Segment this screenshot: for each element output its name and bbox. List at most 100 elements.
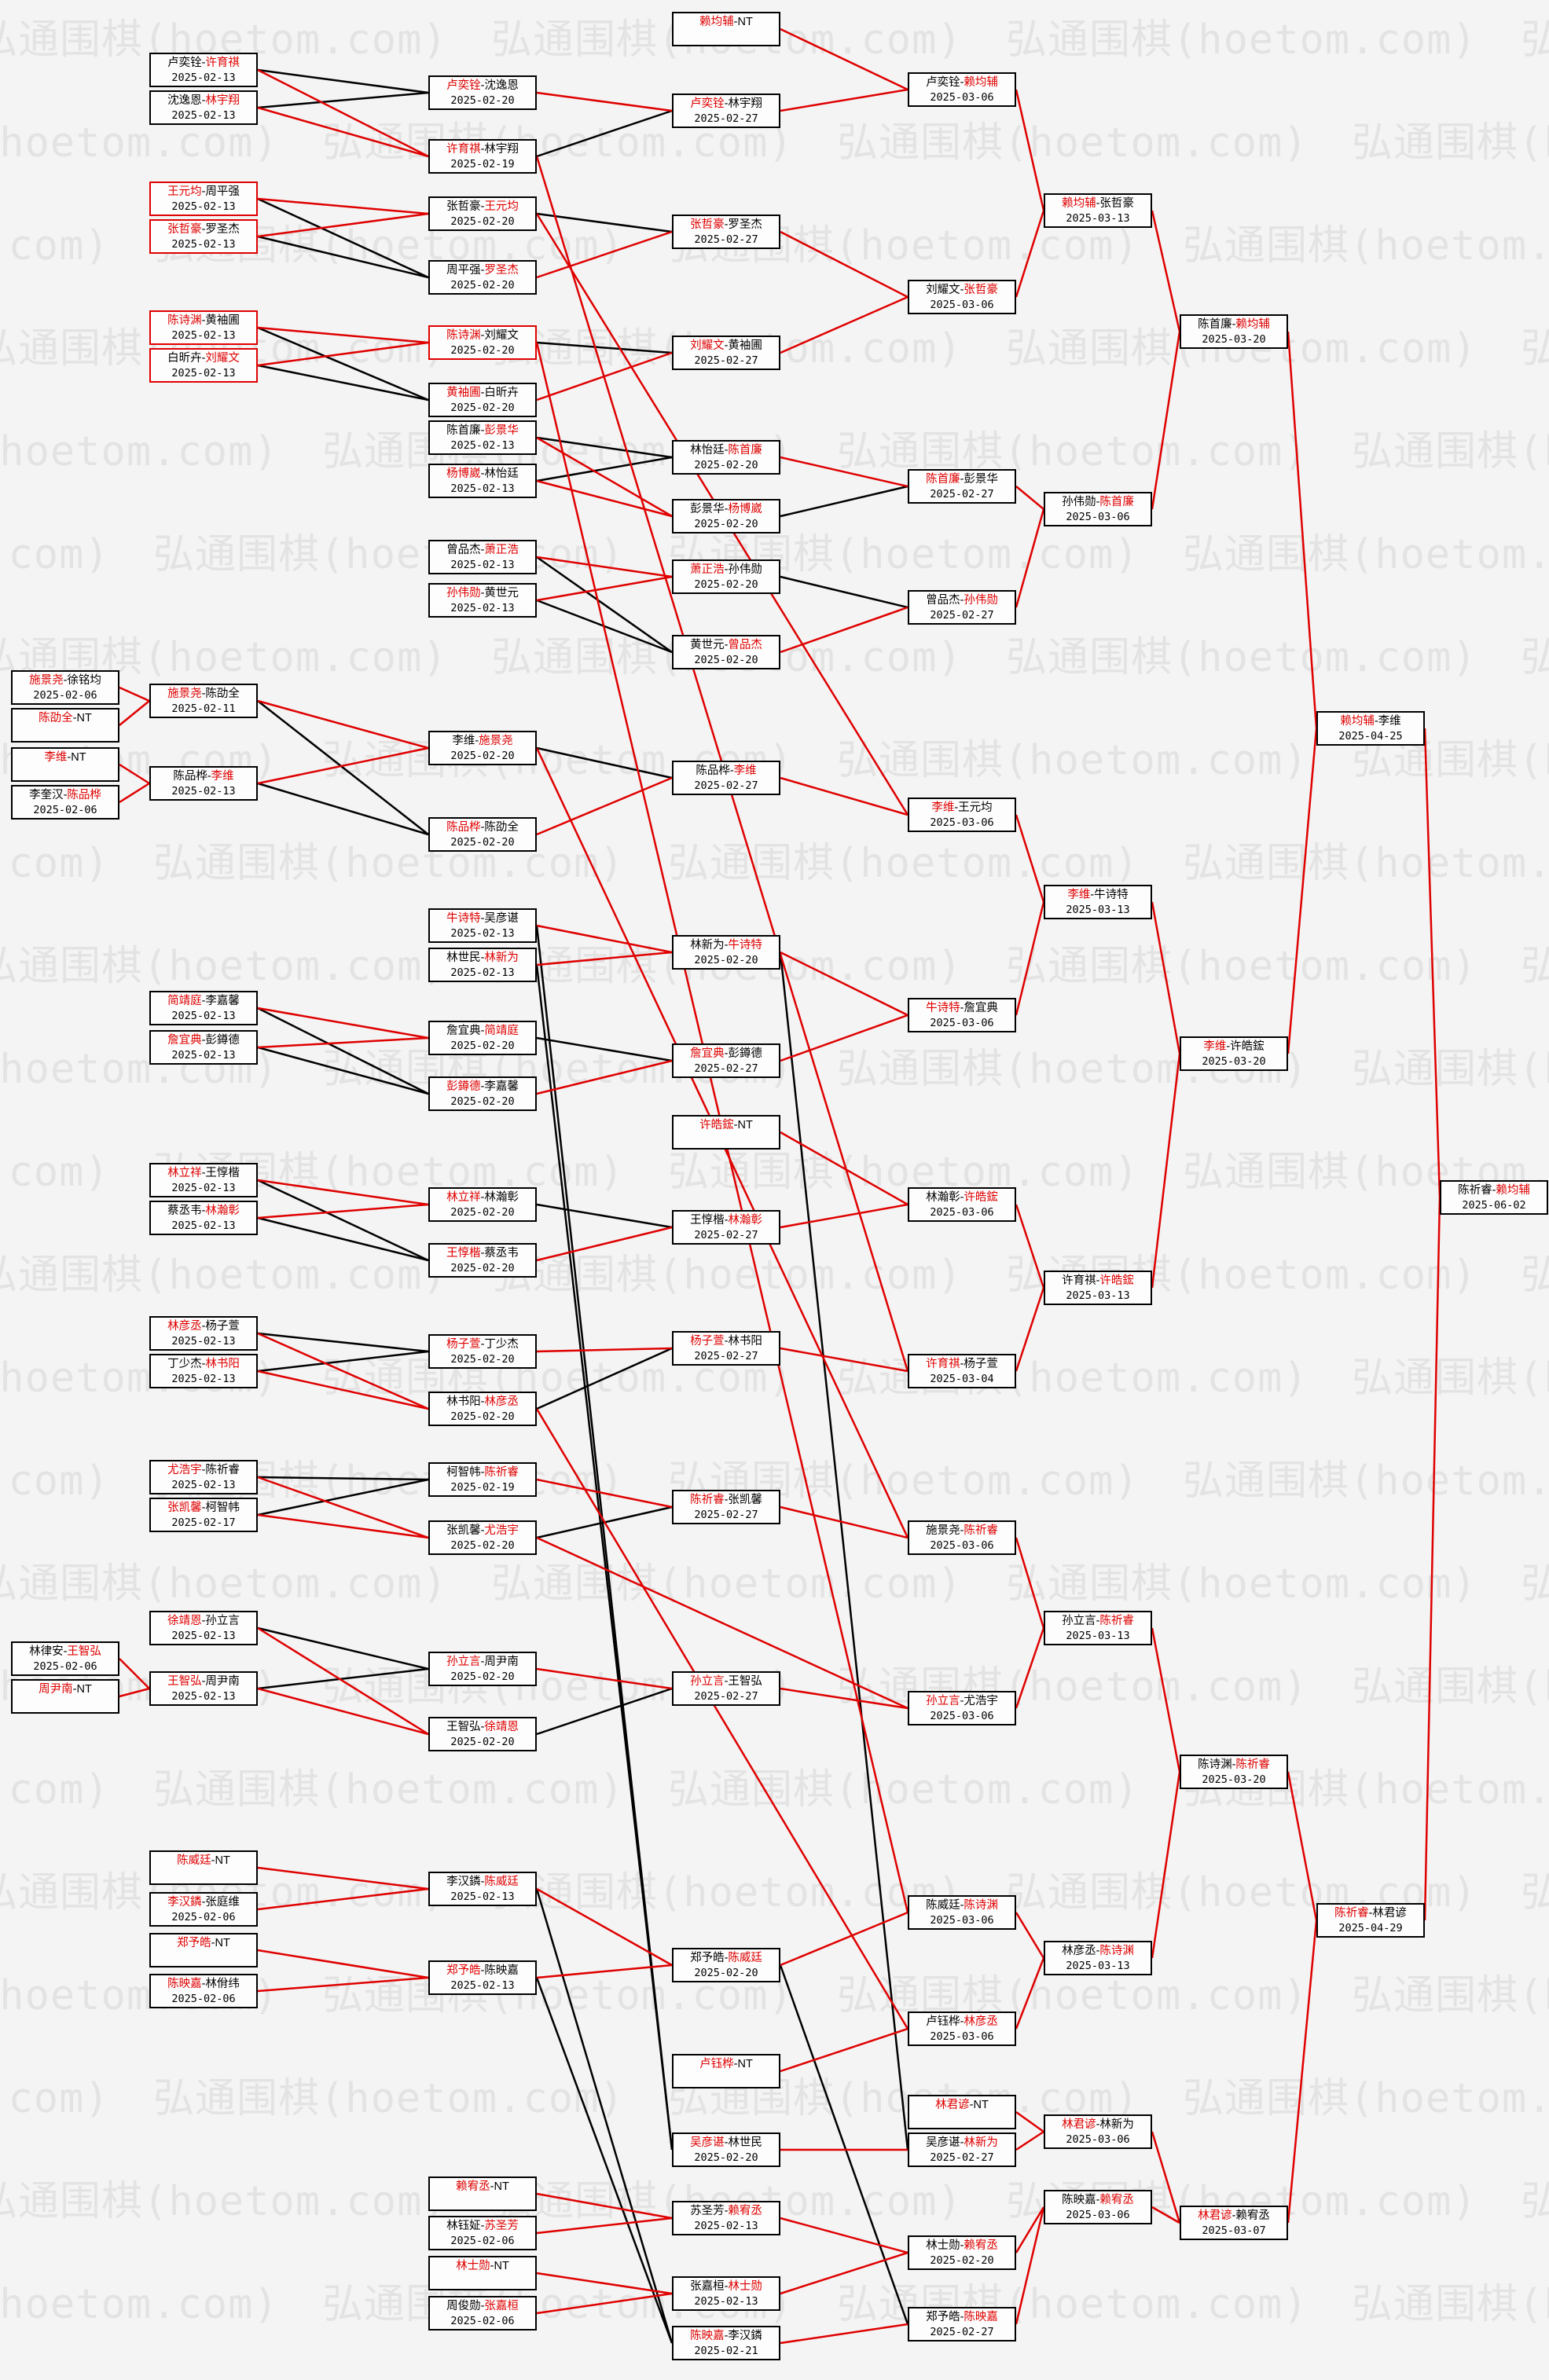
match-node[interactable]: 李汉鏻-陈威廷 2025-02-13 bbox=[428, 1872, 537, 1906]
match-node[interactable]: 陈品桦-陈劭全 2025-02-20 bbox=[428, 817, 537, 852]
match-node[interactable]: 许育祺-林宇翔 2025-02-19 bbox=[428, 139, 537, 174]
match-node[interactable]: 陈诗渊-黄袖圃 2025-02-13 bbox=[149, 310, 258, 345]
match-node[interactable]: 卢钰桦-NT bbox=[672, 2054, 780, 2088]
match-node[interactable]: 陈祈睿-张凯馨 2025-02-27 bbox=[672, 1490, 780, 1524]
match-node[interactable]: 詹宜典-彭鐏德 2025-02-27 bbox=[672, 1043, 780, 1078]
match-node[interactable]: 尤浩宇-陈祈睿 2025-02-13 bbox=[149, 1460, 258, 1494]
match-node[interactable]: 曾品杰-萧正浩 2025-02-13 bbox=[428, 540, 537, 574]
match-node[interactable]: 林怡廷-陈首廉 2025-02-20 bbox=[672, 440, 780, 475]
match-node[interactable]: 柯智帏-陈祈睿 2025-02-19 bbox=[428, 1462, 537, 1497]
match-node[interactable]: 詹宜典-彭鐏德 2025-02-13 bbox=[149, 1030, 258, 1065]
match-node[interactable]: 萧正浩-孙伟勋 2025-02-20 bbox=[672, 559, 780, 594]
match-node[interactable]: 许育祺-许皓鋐 2025-03-13 bbox=[1044, 1271, 1152, 1305]
match-node[interactable]: 郑予皓-陈映嘉 2025-02-27 bbox=[908, 2307, 1016, 2341]
match-node[interactable]: 林立祥-林瀚彰 2025-02-20 bbox=[428, 1187, 537, 1222]
match-node[interactable]: 王惇楷-蔡丞韦 2025-02-20 bbox=[428, 1243, 537, 1278]
match-node[interactable]: 王智弘-周尹南 2025-02-13 bbox=[149, 1671, 258, 1706]
match-node[interactable]: 赖均辅-张哲豪 2025-03-13 bbox=[1044, 193, 1152, 228]
match-node[interactable]: 卢奕铨-赖均辅 2025-03-06 bbox=[908, 72, 1016, 107]
match-node[interactable]: 卢奕铨-沈逸恩 2025-02-20 bbox=[428, 75, 537, 110]
match-node[interactable]: 陈品桦-李维 2025-02-27 bbox=[672, 761, 780, 795]
match-node[interactable]: 林彦丞-陈诗渊 2025-03-13 bbox=[1044, 1941, 1152, 1975]
match-node[interactable]: 施景尧-陈劭全 2025-02-11 bbox=[149, 684, 258, 718]
match-node[interactable]: 王元均-周平强 2025-02-13 bbox=[149, 182, 258, 216]
match-node[interactable]: 杨子萱-林书阳 2025-02-27 bbox=[672, 1331, 780, 1366]
match-node[interactable]: 蔡丞韦-林瀚彰 2025-02-13 bbox=[149, 1201, 258, 1235]
match-node[interactable]: 孙伟勋-黄世元 2025-02-13 bbox=[428, 583, 537, 618]
match-node[interactable]: 简靖庭-李嘉馨 2025-02-13 bbox=[149, 991, 258, 1025]
match-node[interactable]: 施景尧-陈祈睿 2025-03-06 bbox=[908, 1520, 1016, 1555]
match-node[interactable]: 陈诗渊-陈祈睿 2025-03-20 bbox=[1180, 1755, 1288, 1789]
match-node[interactable]: 刘耀文-黄袖圃 2025-02-27 bbox=[672, 336, 780, 370]
match-node[interactable]: 牛诗特-詹宜典 2025-03-06 bbox=[908, 998, 1016, 1032]
match-node[interactable]: 赖均辅-李维 2025-04-25 bbox=[1316, 711, 1425, 746]
match-node[interactable]: 林彦丞-杨子萱 2025-02-13 bbox=[149, 1316, 258, 1351]
match-node[interactable]: 王惇楷-林瀚彰 2025-02-27 bbox=[672, 1210, 780, 1245]
match-node[interactable]: 许育祺-杨子萱 2025-03-04 bbox=[908, 1354, 1016, 1388]
match-node[interactable]: 詹宜典-简靖庭 2025-02-20 bbox=[428, 1021, 537, 1055]
match-node[interactable]: 李维-NT bbox=[11, 747, 119, 782]
match-node[interactable]: 周平强-罗圣杰 2025-02-20 bbox=[428, 260, 537, 295]
match-node[interactable]: 林钰姃-苏圣芳 2025-02-06 bbox=[428, 2216, 537, 2250]
match-node[interactable]: 彭景华-杨博崴 2025-02-20 bbox=[672, 499, 780, 534]
match-node[interactable]: 陈劭全-NT bbox=[11, 708, 119, 743]
match-node[interactable]: 白昕卉-刘耀文 2025-02-13 bbox=[149, 348, 258, 383]
match-node[interactable]: 牛诗特-吴彦谌 2025-02-13 bbox=[428, 908, 537, 943]
match-node[interactable]: 张凯馨-尤浩宇 2025-02-20 bbox=[428, 1520, 537, 1555]
match-node[interactable]: 陈映嘉-林佾纬 2025-02-06 bbox=[149, 1974, 258, 2008]
match-node[interactable]: 郑予皓-陈映嘉 2025-02-13 bbox=[428, 1960, 537, 1995]
match-node[interactable]: 李维-施景尧 2025-02-20 bbox=[428, 731, 537, 765]
match-node[interactable]: 赖宥丞-NT bbox=[428, 2176, 537, 2211]
match-node[interactable]: 卢钰桦-林彦丞 2025-03-06 bbox=[908, 2011, 1016, 2046]
match-node[interactable]: 陈首廉-赖均辅 2025-03-20 bbox=[1180, 314, 1288, 349]
match-node[interactable]: 林君谚-赖宥丞 2025-03-07 bbox=[1180, 2206, 1288, 2240]
match-node[interactable]: 陈诗渊-刘耀文 2025-02-20 bbox=[428, 325, 537, 360]
match-node[interactable]: 郑予皓-陈威廷 2025-02-20 bbox=[672, 1948, 780, 1982]
match-node[interactable]: 陈首廉-彭景华 2025-02-13 bbox=[428, 420, 537, 455]
match-node[interactable]: 陈映嘉-李汉鏻 2025-02-21 bbox=[672, 2326, 780, 2360]
match-node[interactable]: 林世民-林新为 2025-02-13 bbox=[428, 948, 537, 982]
match-node[interactable]: 周尹南-NT bbox=[11, 1679, 119, 1714]
match-node[interactable]: 张哲豪-罗圣杰 2025-02-27 bbox=[672, 215, 780, 249]
match-node[interactable]: 孙立言-王智弘 2025-02-27 bbox=[672, 1671, 780, 1706]
match-node[interactable]: 赖均辅-NT bbox=[672, 12, 780, 46]
match-node[interactable]: 林新为-牛诗特 2025-02-20 bbox=[672, 935, 780, 970]
match-node[interactable]: 张凯馨-柯智帏 2025-02-17 bbox=[149, 1498, 258, 1532]
match-node[interactable]: 林君谚-林新为 2025-03-06 bbox=[1044, 2114, 1152, 2149]
match-node[interactable]: 陈品桦-李维 2025-02-13 bbox=[149, 766, 258, 801]
match-node[interactable]: 孙立言-周尹南 2025-02-20 bbox=[428, 1652, 537, 1686]
match-node[interactable]: 林君谚-NT bbox=[908, 2095, 1016, 2129]
match-node[interactable]: 陈祈睿-林君谚 2025-04-29 bbox=[1316, 1903, 1425, 1938]
match-node[interactable]: 孙立言-陈祈睿 2025-03-13 bbox=[1044, 1611, 1152, 1645]
match-node[interactable]: 周俊勋-张嘉桓 2025-02-06 bbox=[428, 2296, 537, 2330]
match-node[interactable]: 林瀚彰-许皓鋐 2025-03-06 bbox=[908, 1187, 1016, 1222]
match-node[interactable]: 吴彦谌-林新为 2025-02-27 bbox=[908, 2132, 1016, 2167]
match-node[interactable]: 杨博崴-林怡廷 2025-02-13 bbox=[428, 464, 537, 498]
match-node[interactable]: 曾品杰-孙伟勋 2025-02-27 bbox=[908, 590, 1016, 625]
match-node[interactable]: 陈映嘉-赖宥丞 2025-03-06 bbox=[1044, 2190, 1152, 2224]
match-node[interactable]: 林书阳-林彦丞 2025-02-20 bbox=[428, 1392, 537, 1426]
match-node[interactable]: 黄世元-曾品杰 2025-02-20 bbox=[672, 635, 780, 669]
match-node[interactable]: 陈祈睿-赖均辅 2025-06-02 bbox=[1440, 1180, 1548, 1215]
match-node[interactable]: 李维-王元均 2025-03-06 bbox=[908, 798, 1016, 832]
match-node[interactable]: 陈首廉-彭景华 2025-02-27 bbox=[908, 469, 1016, 504]
match-node[interactable]: 陈威廷-陈诗渊 2025-03-06 bbox=[908, 1895, 1016, 1930]
match-node[interactable]: 张哲豪-王元均 2025-02-20 bbox=[428, 196, 537, 231]
match-node[interactable]: 张嘉桓-林士勋 2025-02-13 bbox=[672, 2276, 780, 2311]
match-node[interactable]: 黄袖圃-白昕卉 2025-02-20 bbox=[428, 383, 537, 417]
match-node[interactable]: 许皓鋐-NT bbox=[672, 1115, 780, 1150]
match-node[interactable]: 李奎汉-陈品桦 2025-02-06 bbox=[11, 785, 119, 820]
match-node[interactable]: 彭鐏德-李嘉馨 2025-02-20 bbox=[428, 1076, 537, 1111]
match-node[interactable]: 张哲豪-罗圣杰 2025-02-13 bbox=[149, 219, 258, 254]
match-node[interactable]: 丁少杰-林书阳 2025-02-13 bbox=[149, 1354, 258, 1388]
match-node[interactable]: 杨子萱-丁少杰 2025-02-20 bbox=[428, 1334, 537, 1369]
match-node[interactable]: 李维-牛诗特 2025-03-13 bbox=[1044, 885, 1152, 919]
match-node[interactable]: 林士勋-赖宥丞 2025-02-20 bbox=[908, 2235, 1016, 2270]
match-node[interactable]: 孙立言-尤浩宇 2025-03-06 bbox=[908, 1691, 1016, 1725]
match-node[interactable]: 李维-许皓鋐 2025-03-20 bbox=[1180, 1036, 1288, 1071]
match-node[interactable]: 卢奕铨-许育祺 2025-02-13 bbox=[149, 53, 258, 87]
match-node[interactable]: 孙伟勋-陈首廉 2025-03-06 bbox=[1044, 492, 1152, 526]
match-node[interactable]: 刘耀文-张哲豪 2025-03-06 bbox=[908, 280, 1016, 314]
match-node[interactable]: 沈逸恩-林宇翔 2025-02-13 bbox=[149, 90, 258, 125]
match-node[interactable]: 李汉鏻-张庭维 2025-02-06 bbox=[149, 1892, 258, 1927]
